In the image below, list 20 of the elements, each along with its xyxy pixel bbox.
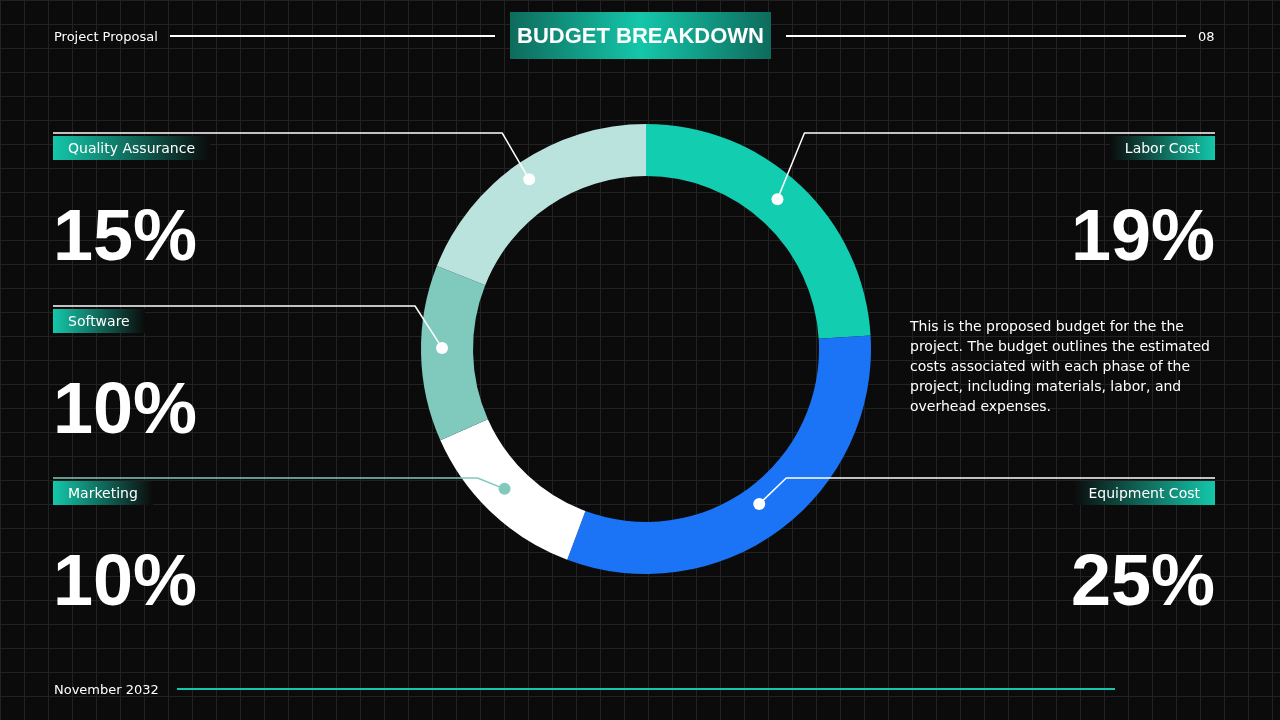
slice-label: Equipment Cost	[1073, 481, 1215, 505]
text: 08	[1198, 29, 1215, 44]
donut-slice	[440, 419, 586, 560]
slice-label: Labor Cost	[1109, 136, 1215, 160]
data-label: 10%	[53, 368, 198, 448]
text: November 2032	[54, 682, 159, 697]
data-label: 19%	[1070, 195, 1215, 275]
data-label: 25%	[1070, 540, 1215, 620]
donut-slice	[436, 124, 646, 286]
slice-label: Marketing	[53, 481, 153, 505]
donut-slice	[421, 266, 488, 441]
chart-title: BUDGET BREAKDOWN	[510, 12, 771, 59]
data-label: 15%	[53, 195, 198, 275]
donut-slice	[567, 335, 871, 574]
text: Project Proposal	[54, 29, 158, 44]
slice-label: Software	[53, 309, 145, 333]
slice-label: Quality Assurance	[53, 136, 211, 160]
data-label: 10%	[53, 540, 198, 620]
text: This is the proposed budget for the the project. The budget outlines the estimated costs associated with each phase of the project, including materials, labor, and overhead expenses.	[910, 317, 1211, 416]
donut-slice	[646, 124, 871, 339]
